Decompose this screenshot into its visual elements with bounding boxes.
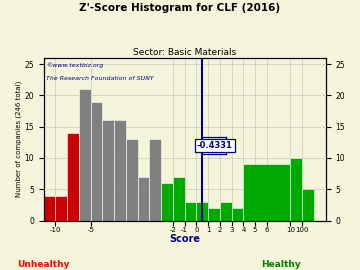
- Bar: [44, 195, 55, 221]
- Bar: [67, 133, 79, 221]
- Bar: [208, 208, 220, 221]
- Bar: [91, 102, 102, 221]
- Bar: [79, 89, 91, 221]
- Y-axis label: Number of companies (246 total): Number of companies (246 total): [15, 81, 22, 197]
- Text: Healthy: Healthy: [261, 260, 301, 269]
- Bar: [102, 120, 114, 221]
- Bar: [197, 202, 208, 221]
- Bar: [126, 139, 138, 221]
- Bar: [302, 189, 314, 221]
- Bar: [220, 202, 231, 221]
- Bar: [32, 214, 44, 221]
- Bar: [149, 139, 161, 221]
- Text: Unhealthy: Unhealthy: [17, 260, 69, 269]
- Bar: [161, 183, 173, 221]
- Bar: [231, 208, 243, 221]
- Bar: [291, 158, 302, 221]
- Bar: [173, 177, 185, 221]
- Bar: [55, 195, 67, 221]
- Bar: [185, 202, 197, 221]
- Text: Z'-Score Histogram for CLF (2016): Z'-Score Histogram for CLF (2016): [80, 3, 280, 13]
- Bar: [20, 195, 32, 221]
- Text: ©www.textbiz.org: ©www.textbiz.org: [46, 63, 104, 68]
- Bar: [138, 177, 149, 221]
- Text: -0.4331: -0.4331: [197, 141, 233, 150]
- Bar: [243, 164, 291, 221]
- Text: The Research Foundation of SUNY: The Research Foundation of SUNY: [46, 76, 154, 81]
- Bar: [114, 120, 126, 221]
- X-axis label: Score: Score: [169, 234, 200, 244]
- Title: Sector: Basic Materials: Sector: Basic Materials: [133, 48, 236, 57]
